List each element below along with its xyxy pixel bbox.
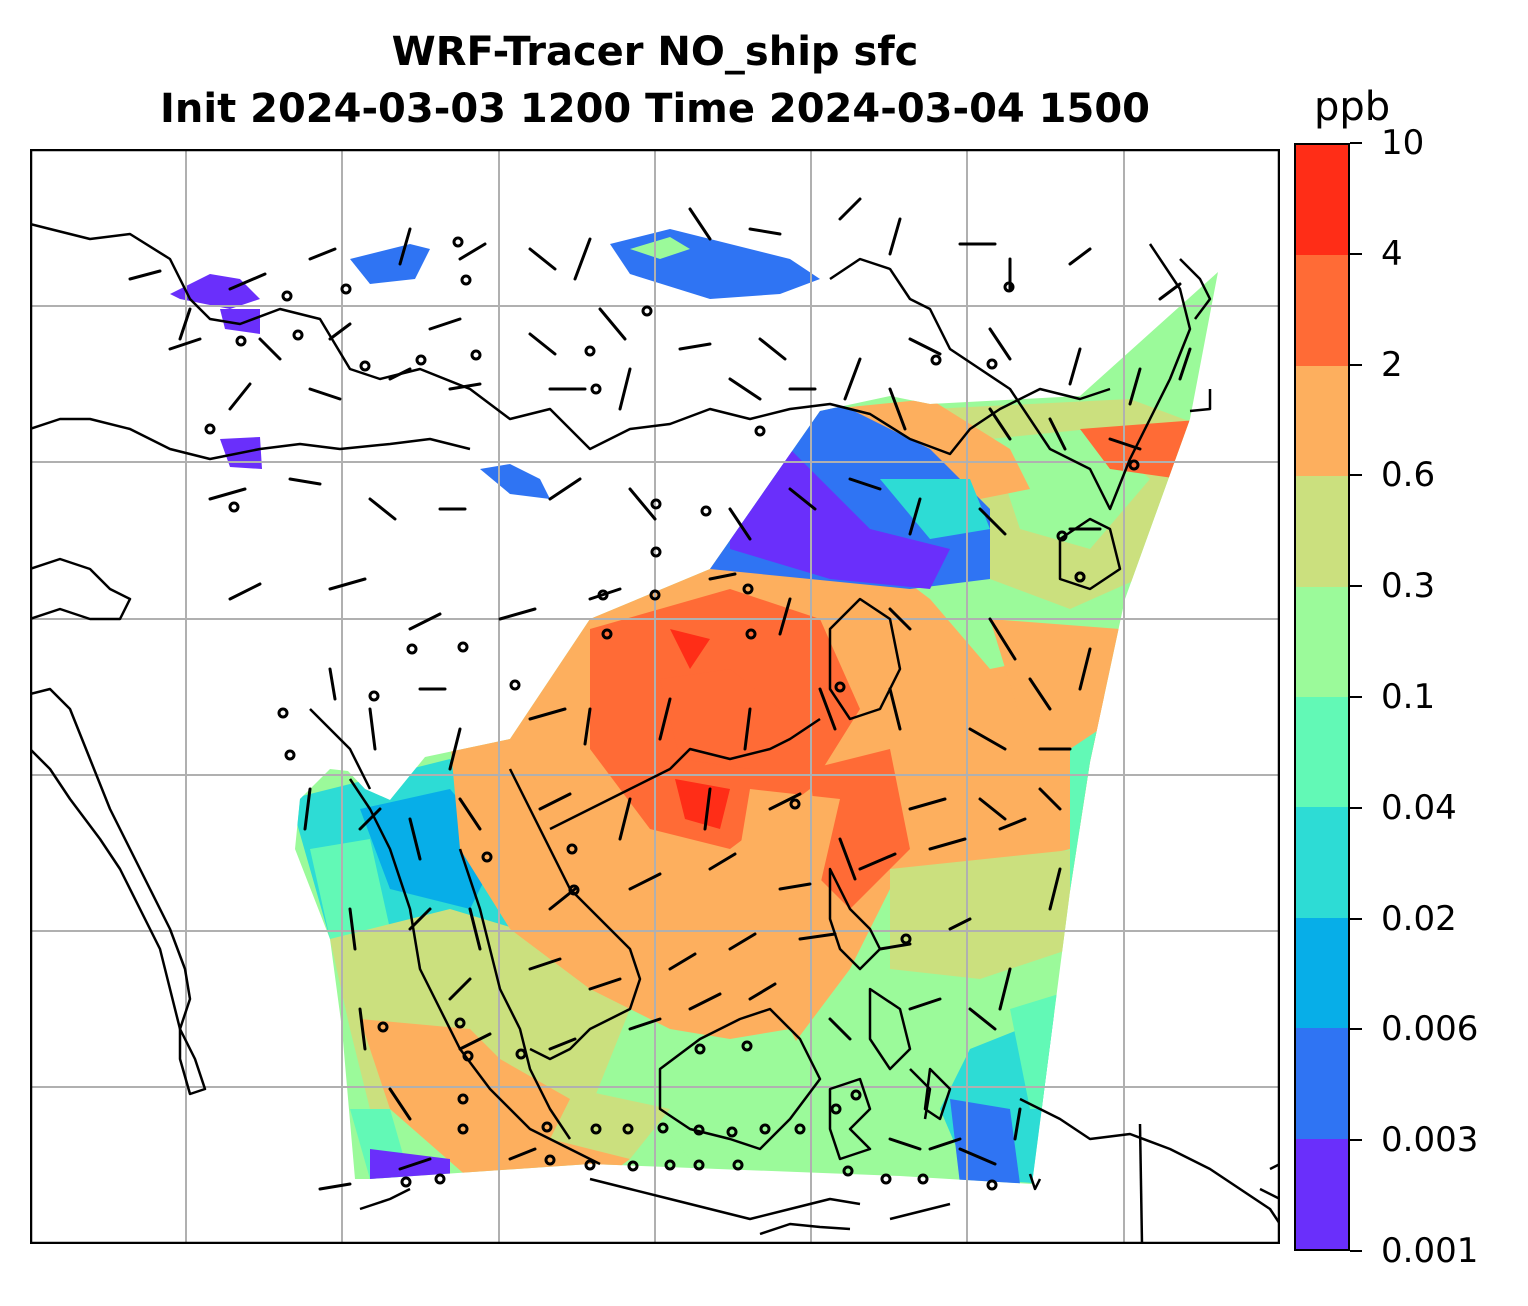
colorbar-tick — [1350, 585, 1362, 588]
colorbar-tick — [1350, 252, 1362, 255]
colorbar-tick — [1350, 696, 1362, 698]
colorbar-segment — [1296, 1138, 1348, 1250]
colorbar-segment — [1296, 1028, 1348, 1139]
colorbar-tick-label: 0.1 — [1381, 677, 1436, 717]
map-border — [30, 149, 1280, 1244]
colorbar-tick-label: 0.6 — [1381, 455, 1436, 496]
colorbar-unit: ppb — [1314, 84, 1391, 130]
colorbar-tick-label: 0.003 — [1381, 1120, 1479, 1161]
colorbar-tick — [1350, 474, 1362, 477]
colorbar-segment — [1296, 476, 1348, 587]
coastlines — [30, 222, 1280, 1244]
colorbar-tick — [1350, 917, 1362, 920]
colorbar-tick-label: 0.3 — [1381, 566, 1436, 607]
colorbar-segment — [1296, 145, 1348, 256]
colorbar-tick-label: 2 — [1381, 344, 1403, 385]
colorbar-tick — [1350, 806, 1362, 809]
graticule — [30, 149, 1280, 1244]
colorbar-segment — [1296, 586, 1348, 698]
calm-wind-markers — [204, 236, 1140, 1191]
colorbar-segment — [1296, 807, 1348, 918]
wind-barbs — [128, 197, 1192, 1191]
map-title-line1: WRF-Tracer NO_ship sfc — [391, 29, 919, 75]
colorbar-tick — [1350, 142, 1362, 144]
colorbar-segment — [1296, 917, 1348, 1029]
map-title-line2: Init 2024-03-03 1200 Time 2024-03-04 150… — [160, 86, 1150, 132]
colorbar-tick-label: 10 — [1381, 123, 1425, 163]
colorbar-segment — [1296, 255, 1348, 366]
colorbar-tick-label: 4 — [1381, 233, 1403, 274]
colorbar-tick — [1350, 363, 1362, 366]
colorbar-segment — [1296, 697, 1348, 808]
colorbar-segment — [1296, 365, 1348, 477]
colorbar-tick-label: 0.001 — [1381, 1231, 1479, 1271]
colorbar-tick-label: 0.02 — [1381, 898, 1457, 939]
colorbar-tick — [1350, 1250, 1362, 1252]
map-panel — [30, 149, 1280, 1244]
colorbar-tick-label: 0.006 — [1381, 1009, 1479, 1050]
colorbar-tick-label: 0.04 — [1381, 787, 1457, 828]
colorbar-tick — [1350, 1028, 1362, 1031]
tracer-field-outliers — [170, 229, 820, 499]
colorbar — [1294, 143, 1350, 1251]
colorbar-tick — [1350, 1139, 1362, 1142]
